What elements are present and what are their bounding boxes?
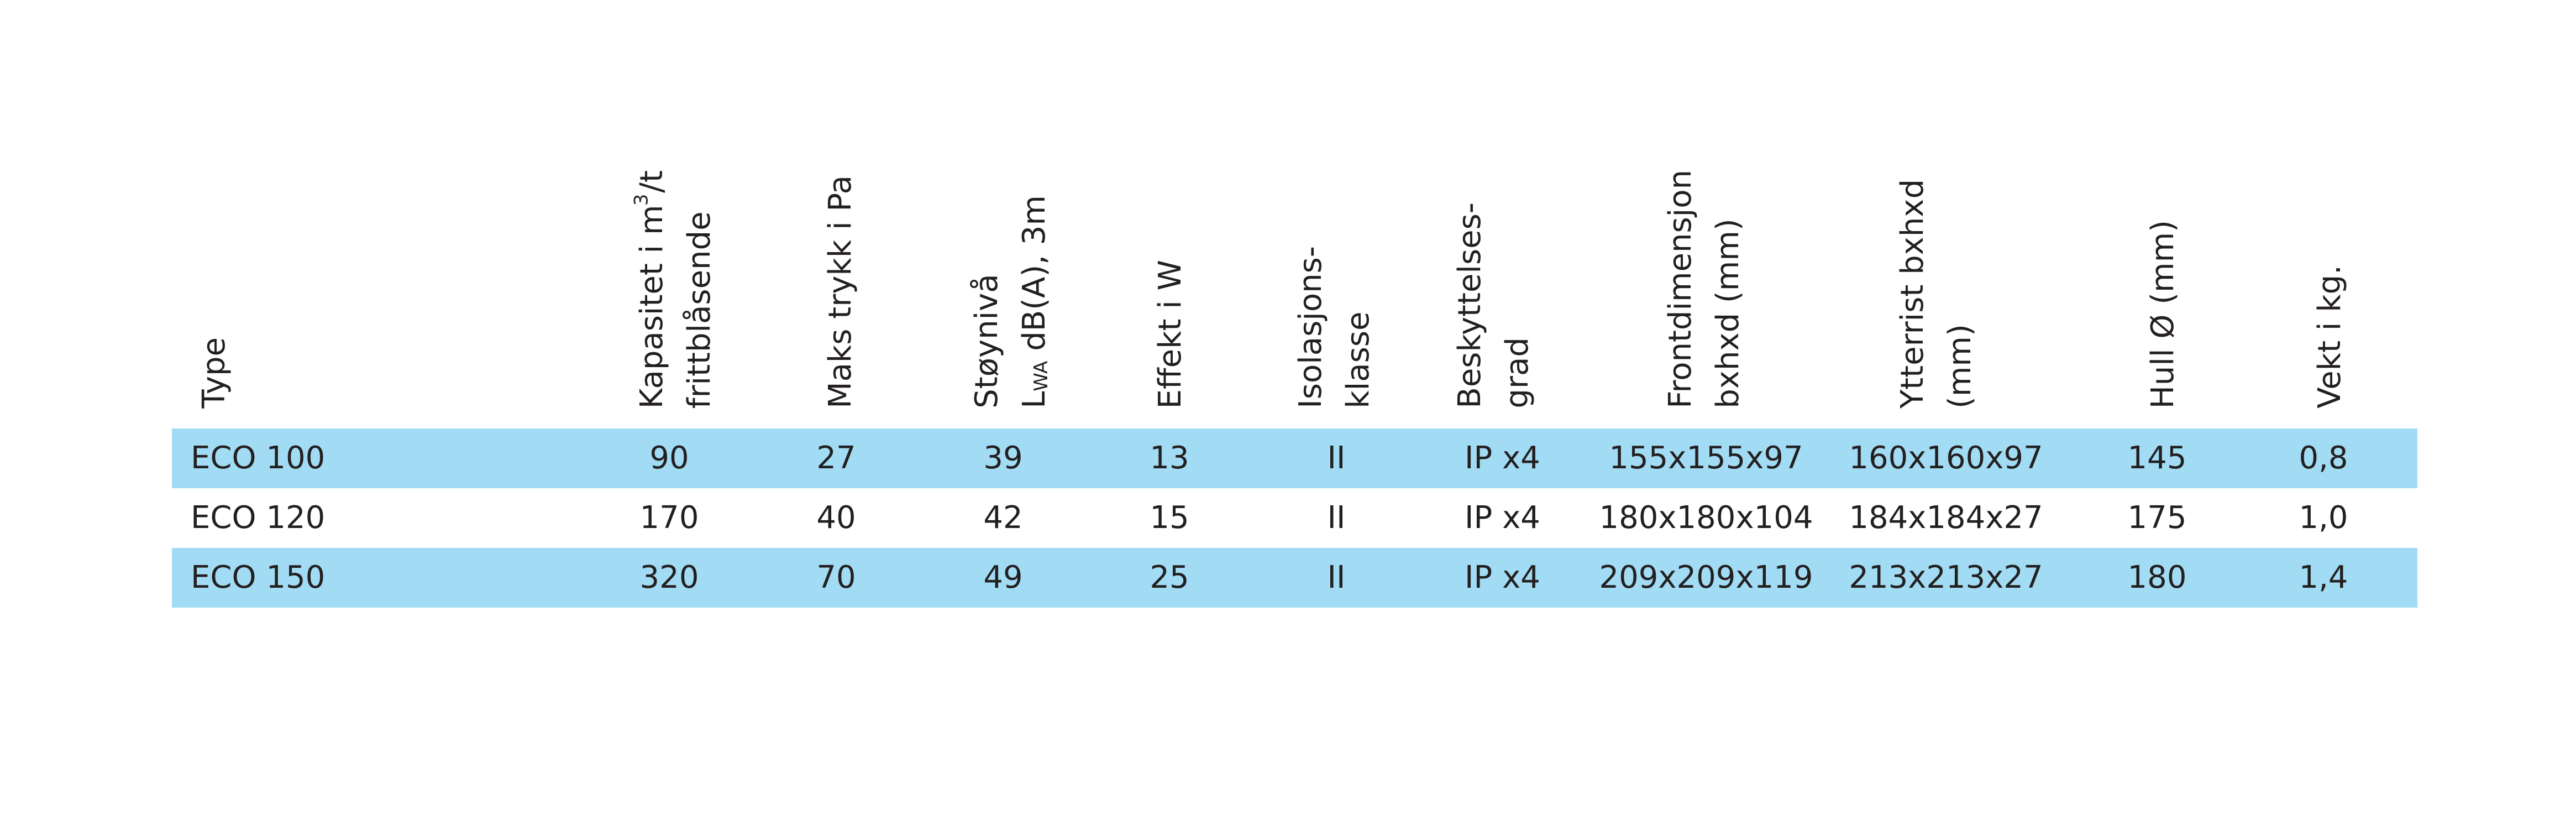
- cell-weight: 0,8: [2299, 440, 2348, 476]
- cell-pressure: 70: [816, 560, 856, 595]
- header-front-line1: Frontdimensjon: [1662, 170, 1698, 409]
- cell-hole: 145: [2127, 440, 2187, 476]
- header-outer-line1: Ytterrist bxhxd: [1895, 179, 1930, 409]
- header-noise-line2: LWA dB(A), 3m: [1011, 195, 1065, 409]
- header-protection-line2: grad: [1499, 337, 1535, 409]
- cell-insulation: II: [1327, 560, 1346, 595]
- header-insulation-line1: Isolasjons-: [1293, 246, 1329, 409]
- cell-type: ECO 150: [191, 560, 326, 595]
- cell-pressure: 40: [816, 500, 856, 536]
- header-front: Frontdimensjon bxhxd (mm): [1657, 170, 1752, 409]
- header-noise: Støynivå LWA dB(A), 3m: [963, 195, 1065, 409]
- cell-protection: IP x4: [1465, 560, 1540, 595]
- cell-capacity: 170: [639, 500, 699, 536]
- cell-weight: 1,0: [2299, 500, 2348, 536]
- header-power-label: Effekt i W: [1152, 259, 1188, 409]
- header-noise-L: L: [1016, 391, 1052, 409]
- cell-insulation: II: [1327, 440, 1346, 476]
- table-row: ECO 150 320 70 49 25 II IP x4 209x209x11…: [172, 548, 2417, 608]
- cell-protection: IP x4: [1465, 440, 1540, 476]
- cell-protection: IP x4: [1465, 500, 1540, 536]
- table-row: ECO 120 170 40 42 15 II IP x4 180x180x10…: [172, 488, 2417, 548]
- cell-front: 155x155x97: [1609, 440, 1803, 476]
- header-insulation-line2: klasse: [1340, 311, 1376, 409]
- header-pressure-label: Maks trykk i Pa: [822, 175, 858, 409]
- header-capacity: Kapasitet i m3/t frittblåsende: [628, 170, 723, 409]
- header-capacity-text: Kapasitet i m: [634, 205, 670, 409]
- header-hole: Hull Ø (mm): [2139, 220, 2187, 409]
- cell-power: 25: [1150, 560, 1189, 595]
- cell-power: 13: [1150, 440, 1189, 476]
- header-protection-line1: Beskyttelses-: [1452, 202, 1488, 409]
- cell-front: 180x180x104: [1599, 500, 1813, 536]
- header-weight: Vekt i kg.: [2306, 265, 2354, 409]
- header-protection: Beskyttelses- grad: [1446, 202, 1541, 409]
- cell-type: ECO 100: [191, 440, 326, 476]
- cell-power: 15: [1150, 500, 1189, 536]
- cell-front: 209x209x119: [1599, 560, 1813, 595]
- cell-capacity: 320: [639, 560, 699, 595]
- header-type: Type: [191, 337, 238, 409]
- cell-weight: 1,4: [2299, 560, 2348, 595]
- cell-pressure: 27: [816, 440, 856, 476]
- header-noise-line1: Støynivå: [969, 274, 1005, 409]
- cell-outer: 213x213x27: [1849, 560, 2043, 595]
- cell-insulation: II: [1327, 500, 1346, 536]
- header-hole-label: Hull Ø (mm): [2145, 219, 2181, 409]
- header-capacity-line1: Kapasitet i m3/t: [628, 170, 676, 409]
- header-front-line2: bxhxd (mm): [1710, 218, 1746, 409]
- spec-table: Type Kapasitet i m3/t frittblåsende Maks…: [172, 0, 2417, 826]
- header-outer-line2: (mm): [1942, 324, 1978, 409]
- table-row: ECO 100 90 27 39 13 II IP x4 155x155x97 …: [172, 428, 2417, 488]
- cell-noise: 49: [983, 560, 1023, 595]
- cell-hole: 175: [2127, 500, 2187, 536]
- header-weight-label: Vekt i kg.: [2312, 265, 2348, 409]
- header-capacity-line2: frittblåsende: [681, 211, 717, 409]
- cell-type: ECO 120: [191, 500, 326, 536]
- cell-noise: 39: [983, 440, 1023, 476]
- cell-capacity: 90: [649, 440, 689, 476]
- cell-hole: 180: [2127, 560, 2187, 595]
- cell-noise: 42: [983, 500, 1023, 536]
- header-noise-unit: dB(A), 3m: [1016, 195, 1052, 361]
- header-capacity-sup: 3: [630, 194, 653, 206]
- cell-outer: 160x160x97: [1849, 440, 2043, 476]
- header-noise-sub: WA: [1030, 360, 1053, 391]
- header-type-label: Type: [196, 337, 232, 409]
- header-outer: Ytterrist bxhxd (mm): [1889, 179, 1984, 409]
- header-capacity-unit: /t: [634, 170, 670, 193]
- header-insulation: Isolasjons- klasse: [1287, 246, 1382, 409]
- cell-outer: 184x184x27: [1849, 500, 2043, 536]
- header-pressure: Maks trykk i Pa: [817, 175, 864, 409]
- header-power: Effekt i W: [1147, 260, 1194, 409]
